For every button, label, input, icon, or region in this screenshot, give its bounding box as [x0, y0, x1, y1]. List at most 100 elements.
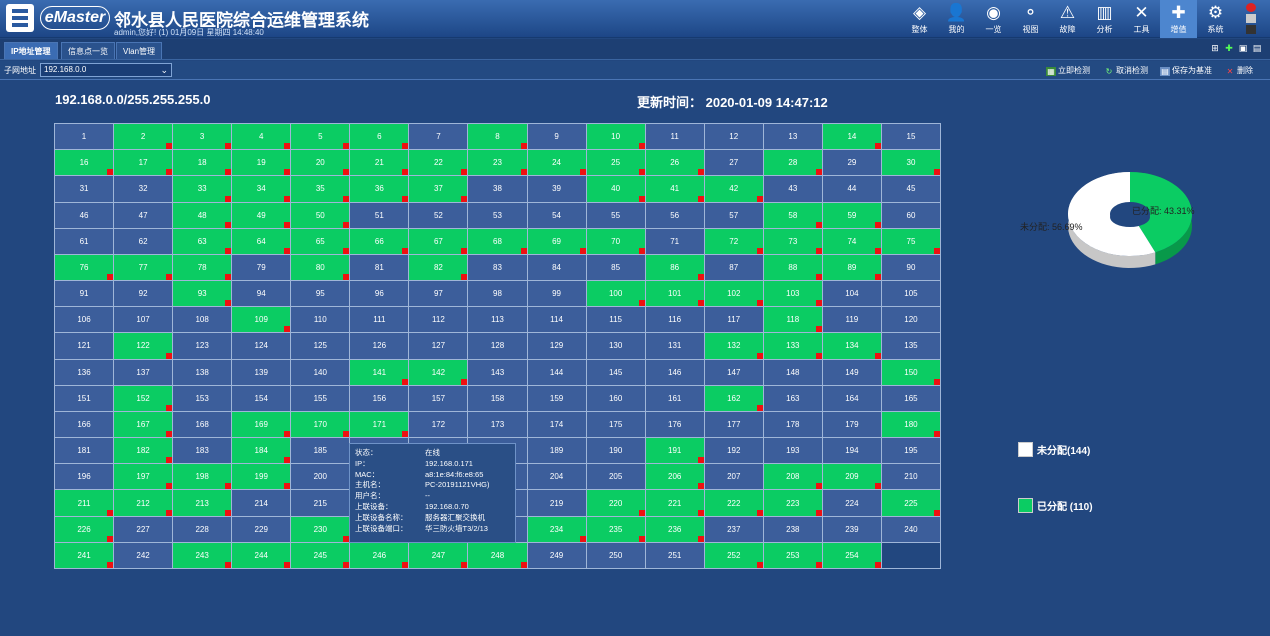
- tab-vlan[interactable]: Vlan管理: [116, 42, 163, 59]
- ip-cell[interactable]: 245: [291, 542, 351, 569]
- ip-cell[interactable]: 230: [291, 516, 351, 543]
- ip-cell[interactable]: 22: [409, 150, 469, 177]
- ip-cell[interactable]: 250: [586, 542, 646, 569]
- ip-cell[interactable]: 4: [232, 124, 292, 151]
- ip-cell[interactable]: 20: [291, 150, 351, 177]
- ip-cell[interactable]: 249: [527, 542, 587, 569]
- ip-cell[interactable]: 71: [645, 228, 705, 255]
- ip-cell[interactable]: 172: [409, 411, 469, 439]
- ip-cell[interactable]: 67: [409, 228, 469, 255]
- ip-cell[interactable]: 130: [586, 333, 646, 360]
- ip-cell[interactable]: 32: [114, 176, 174, 203]
- ip-cell[interactable]: 206: [645, 464, 705, 491]
- ip-cell[interactable]: 223: [763, 490, 823, 517]
- ip-cell[interactable]: 85: [586, 254, 646, 282]
- ip-cell[interactable]: 126: [350, 333, 410, 360]
- ip-cell[interactable]: 94: [232, 281, 292, 308]
- ip-cell[interactable]: 192: [704, 438, 764, 465]
- ip-cell[interactable]: 1: [55, 124, 115, 151]
- ip-cell[interactable]: 98: [468, 281, 528, 308]
- ip-cell[interactable]: 141: [350, 359, 410, 386]
- ip-cell[interactable]: 158: [468, 385, 528, 412]
- ip-cell[interactable]: 43: [763, 176, 823, 203]
- ip-cell[interactable]: 153: [173, 385, 233, 412]
- ip-cell[interactable]: 252: [704, 542, 764, 569]
- cancel-detect-button[interactable]: ↻ 取消检测: [1105, 66, 1148, 76]
- ip-cell[interactable]: 13: [763, 124, 823, 151]
- ip-cell[interactable]: 65: [291, 228, 351, 255]
- ip-cell[interactable]: 109: [232, 307, 292, 334]
- ip-cell[interactable]: 63: [173, 228, 233, 255]
- ip-cell[interactable]: 35: [291, 176, 351, 203]
- ip-cell[interactable]: 219: [527, 490, 587, 517]
- ip-cell[interactable]: 89: [822, 254, 882, 282]
- ip-cell[interactable]: 179: [822, 411, 882, 439]
- settings-small-icon[interactable]: [1246, 14, 1256, 23]
- ip-cell[interactable]: 160: [586, 385, 646, 412]
- ip-cell[interactable]: 129: [527, 333, 587, 360]
- nav-button-gear[interactable]: ⚙ 系统: [1197, 0, 1234, 38]
- ip-cell[interactable]: 210: [881, 464, 941, 491]
- ip-cell[interactable]: 59: [822, 202, 882, 229]
- edit-icon[interactable]: ▣: [1238, 43, 1248, 53]
- ip-cell[interactable]: 114: [527, 307, 587, 334]
- ip-cell[interactable]: 197: [114, 464, 174, 491]
- ip-cell[interactable]: 15: [881, 124, 941, 151]
- ip-cell[interactable]: 44: [822, 176, 882, 203]
- ip-cell[interactable]: 102: [704, 281, 764, 308]
- ip-cell[interactable]: 161: [645, 385, 705, 412]
- ip-cell[interactable]: 212: [114, 490, 174, 517]
- ip-cell[interactable]: 213: [173, 490, 233, 517]
- ip-cell[interactable]: 104: [822, 281, 882, 308]
- ip-cell[interactable]: 42: [704, 176, 764, 203]
- ip-cell[interactable]: 21: [350, 150, 410, 177]
- ip-cell[interactable]: 229: [232, 516, 292, 543]
- ip-cell[interactable]: 248: [468, 542, 528, 569]
- ip-cell[interactable]: 91: [55, 281, 115, 308]
- nav-button-tools[interactable]: ✕ 工具: [1123, 0, 1160, 38]
- delete-button[interactable]: ✕ 删除: [1226, 66, 1253, 76]
- ip-cell[interactable]: 70: [586, 228, 646, 255]
- ip-cell[interactable]: 168: [173, 411, 233, 439]
- ip-cell[interactable]: 95: [291, 281, 351, 308]
- ip-cell[interactable]: 28: [763, 150, 823, 177]
- ip-cell[interactable]: 51: [350, 202, 410, 229]
- ip-cell[interactable]: 164: [822, 385, 882, 412]
- ip-cell[interactable]: 157: [409, 385, 469, 412]
- ip-cell[interactable]: 64: [232, 228, 292, 255]
- ip-cell[interactable]: 61: [55, 228, 115, 255]
- ip-cell[interactable]: 52: [409, 202, 469, 229]
- ip-cell[interactable]: 62: [114, 228, 174, 255]
- ip-cell[interactable]: 150: [881, 359, 941, 386]
- ip-cell[interactable]: 8: [468, 124, 528, 151]
- ip-cell[interactable]: 82: [409, 254, 469, 282]
- ip-cell[interactable]: 86: [645, 254, 705, 282]
- ip-cell[interactable]: 222: [704, 490, 764, 517]
- ip-cell[interactable]: 18: [173, 150, 233, 177]
- ip-cell[interactable]: 17: [114, 150, 174, 177]
- ip-cell[interactable]: 14: [822, 124, 882, 151]
- ip-cell[interactable]: 81: [350, 254, 410, 282]
- ip-cell[interactable]: 36: [350, 176, 410, 203]
- ip-cell[interactable]: 177: [704, 411, 764, 439]
- nav-button-chart[interactable]: ▥ 分析: [1086, 0, 1123, 38]
- nav-button-user[interactable]: 👤 我的: [938, 0, 975, 38]
- ip-cell[interactable]: 144: [527, 359, 587, 386]
- ip-cell[interactable]: 194: [822, 438, 882, 465]
- ip-cell[interactable]: 122: [114, 333, 174, 360]
- ip-cell[interactable]: 48: [173, 202, 233, 229]
- ip-cell[interactable]: 162: [704, 385, 764, 412]
- ip-cell[interactable]: 146: [645, 359, 705, 386]
- ip-cell[interactable]: 204: [527, 464, 587, 491]
- ip-cell[interactable]: 139: [232, 359, 292, 386]
- ip-cell[interactable]: 33: [173, 176, 233, 203]
- ip-cell[interactable]: 46: [55, 202, 115, 229]
- ip-cell[interactable]: 145: [586, 359, 646, 386]
- ip-cell[interactable]: 174: [527, 411, 587, 439]
- ip-cell[interactable]: 136: [55, 359, 115, 386]
- ip-cell[interactable]: 189: [527, 438, 587, 465]
- ip-cell[interactable]: 16: [55, 150, 115, 177]
- ip-cell[interactable]: 221: [645, 490, 705, 517]
- ip-cell[interactable]: 155: [291, 385, 351, 412]
- ip-cell[interactable]: 105: [881, 281, 941, 308]
